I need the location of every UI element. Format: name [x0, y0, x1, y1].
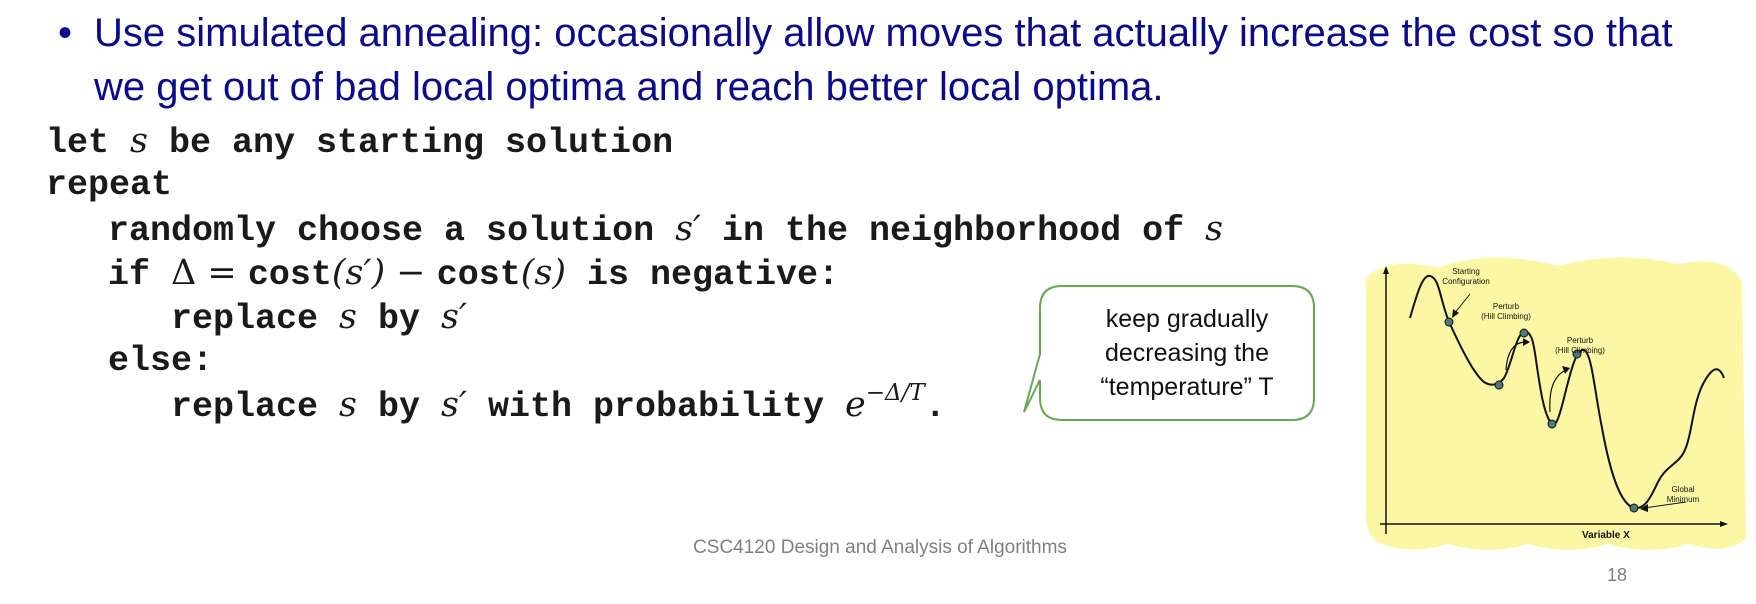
local-min-marker-2	[1547, 419, 1557, 429]
local-min-marker-1	[1494, 380, 1504, 390]
math-var: s	[339, 297, 357, 337]
code-text: randomly choose a solution	[108, 211, 676, 251]
code-line-3: randomly choose a solution s′ in the nei…	[108, 208, 1223, 252]
global-pointer	[1643, 501, 1687, 509]
global-label-1: Global	[1671, 485, 1694, 494]
math-base: e	[845, 385, 866, 425]
code-text: replace	[171, 299, 340, 339]
callout-line-1: keep gradually	[1105, 305, 1269, 333]
page-number: 18	[1606, 565, 1628, 585]
callout-line-3-text: “temperature” T	[1100, 373, 1274, 401]
code-text: if	[108, 255, 172, 295]
highlight-marker	[1365, 257, 1746, 550]
start-label-2: Configuration	[1442, 277, 1490, 286]
math-var: s′	[675, 209, 702, 249]
start-marker	[1444, 317, 1454, 327]
perturb2-label-2: (Hill Climbing)	[1555, 346, 1605, 355]
perturb-arrowhead-2	[1562, 366, 1570, 374]
code-text: is negative:	[565, 255, 840, 295]
perturb2-label-1: Perturb	[1567, 336, 1594, 345]
slide-footer: CSC4120 Design and Analysis of Algorithm…	[693, 537, 1067, 558]
perturb1-label-1: Perturb	[1493, 302, 1520, 311]
math-var: s	[339, 385, 357, 425]
global-label-2: Minimum	[1667, 495, 1700, 504]
code-text: with probability	[466, 387, 845, 427]
y-axis-arrowhead	[1383, 266, 1389, 274]
code-text: let	[46, 123, 131, 163]
start-pointer	[1453, 293, 1471, 315]
cost-landscape-curve	[1409, 275, 1725, 510]
math-var: s′	[441, 297, 467, 337]
global-pointer-head	[1640, 504, 1648, 512]
perturb-arrowhead-1	[1523, 338, 1530, 346]
callout-text: keep gradually decreasing the “temperatu…	[1058, 302, 1316, 404]
code-text: cost	[436, 255, 521, 295]
math-arg: (s′)	[331, 253, 386, 293]
code-text: by	[357, 387, 442, 427]
perturb-marker-1	[1519, 328, 1529, 338]
code-text: cost	[247, 255, 332, 295]
code-line-5: replace s by s′	[171, 296, 467, 340]
math-delta: Δ	[171, 253, 197, 293]
math-var: s′	[441, 385, 467, 425]
math-exponent: −Δ/T	[865, 380, 925, 406]
callout-line-3: “temperature” T	[1058, 370, 1316, 404]
callout-line-2: decreasing the	[1104, 339, 1269, 367]
perturb-arrow-2	[1549, 369, 1567, 413]
bullet-point: • Use simulated annealing: occasionally …	[58, 6, 1718, 114]
code-line-1: let s be any starting solution	[46, 120, 673, 164]
math-var: s	[1205, 209, 1224, 249]
math-var: s	[130, 121, 148, 161]
code-line-2: repeat	[46, 165, 173, 205]
math-minus: −	[385, 253, 437, 293]
annealing-landscape-figure: Variable X Starting Configuration Pertur…	[1365, 257, 1746, 550]
code-line-4: if Δ = cost(s′) − cost(s) is negative:	[108, 252, 839, 296]
code-text: in the neighborhood of	[701, 211, 1206, 251]
x-axis-arrowhead	[1720, 521, 1728, 527]
math-arg: (s)	[520, 253, 566, 293]
code-text: by	[357, 299, 442, 339]
start-pointer-head	[1452, 309, 1459, 318]
perturb-marker-2	[1572, 349, 1582, 359]
math-equals: =	[196, 253, 248, 293]
highlight-fill	[1365, 257, 1746, 550]
start-label-1: Starting	[1452, 267, 1480, 276]
code-line-7: replace s by s′ with probability e−Δ/T.	[171, 382, 946, 428]
bullet-text: Use simulated annealing: occasionally al…	[94, 11, 1673, 109]
bullet-marker: •	[58, 11, 73, 55]
code-text: .	[924, 387, 946, 427]
global-min-marker	[1629, 503, 1639, 513]
code-line-6: else:	[108, 341, 214, 381]
code-text: be any starting solution	[147, 123, 674, 163]
x-axis-label: Variable X	[1582, 530, 1630, 541]
code-text: replace	[171, 387, 340, 427]
perturb1-label-2: (Hill Climbing)	[1481, 312, 1531, 321]
